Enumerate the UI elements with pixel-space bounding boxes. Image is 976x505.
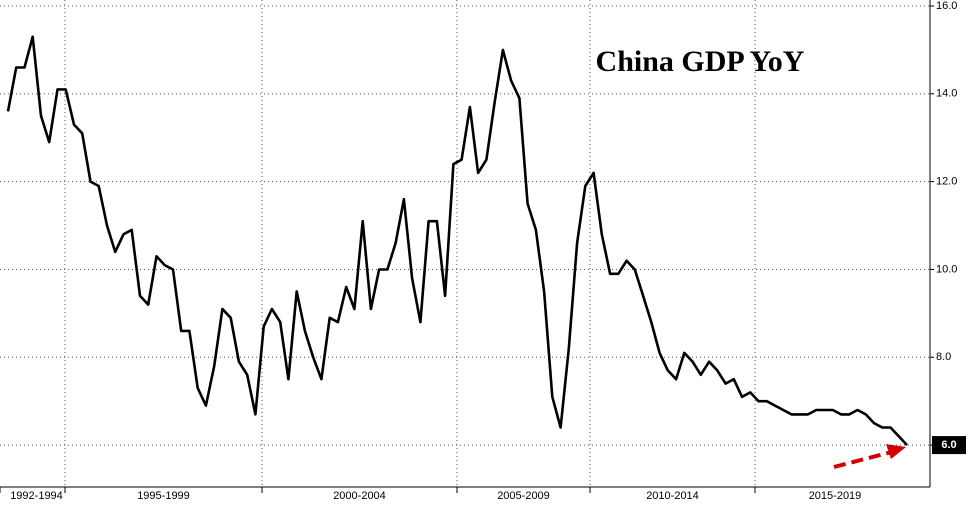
line <box>6 35 908 446</box>
y-tick-label: 14.0 <box>936 88 957 100</box>
x-tick-label: 1995-1999 <box>137 490 190 502</box>
y-tick-label: 12.0 <box>936 176 957 188</box>
y-tick-label: 16.0 <box>936 0 957 12</box>
x-tick-label: 2010-2014 <box>646 490 699 502</box>
x-tick-label: 2015-2019 <box>809 490 862 502</box>
y-tick-label: 8.0 <box>936 351 951 363</box>
arrow <box>833 444 906 469</box>
x-tick-label: 1992-1994 <box>10 490 63 502</box>
y-tick-label: 10.0 <box>936 263 957 275</box>
last-value-label: 6.0 <box>941 439 956 451</box>
x-tick-label: 2000-2004 <box>333 490 386 502</box>
x-tick-label: 2005-2009 <box>497 490 550 502</box>
last-value-box <box>932 436 966 455</box>
chart-title: China GDP YoY <box>596 45 805 78</box>
